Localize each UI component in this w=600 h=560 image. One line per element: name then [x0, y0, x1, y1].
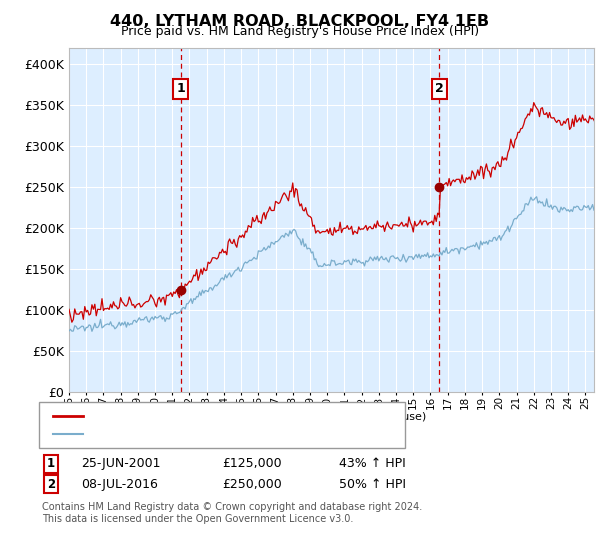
Text: 25-JUN-2001: 25-JUN-2001: [81, 457, 161, 470]
Text: 1: 1: [176, 82, 185, 95]
Text: This data is licensed under the Open Government Licence v3.0.: This data is licensed under the Open Gov…: [42, 514, 353, 524]
Text: 2: 2: [47, 478, 55, 491]
Text: 43% ↑ HPI: 43% ↑ HPI: [339, 457, 406, 470]
Text: £125,000: £125,000: [222, 457, 281, 470]
Text: 440, LYTHAM ROAD, BLACKPOOL, FY4 1EB: 440, LYTHAM ROAD, BLACKPOOL, FY4 1EB: [110, 14, 490, 29]
Text: 50% ↑ HPI: 50% ↑ HPI: [339, 478, 406, 491]
Text: 08-JUL-2016: 08-JUL-2016: [81, 478, 158, 491]
Text: HPI: Average price, detached house, Blackpool: HPI: Average price, detached house, Blac…: [90, 429, 350, 439]
Text: £250,000: £250,000: [222, 478, 282, 491]
Text: Contains HM Land Registry data © Crown copyright and database right 2024.: Contains HM Land Registry data © Crown c…: [42, 502, 422, 512]
Text: 440, LYTHAM ROAD, BLACKPOOL, FY4 1EB (detached house): 440, LYTHAM ROAD, BLACKPOOL, FY4 1EB (de…: [90, 411, 426, 421]
Text: 1: 1: [47, 457, 55, 470]
Text: 2: 2: [435, 82, 444, 95]
Text: Price paid vs. HM Land Registry's House Price Index (HPI): Price paid vs. HM Land Registry's House …: [121, 25, 479, 38]
